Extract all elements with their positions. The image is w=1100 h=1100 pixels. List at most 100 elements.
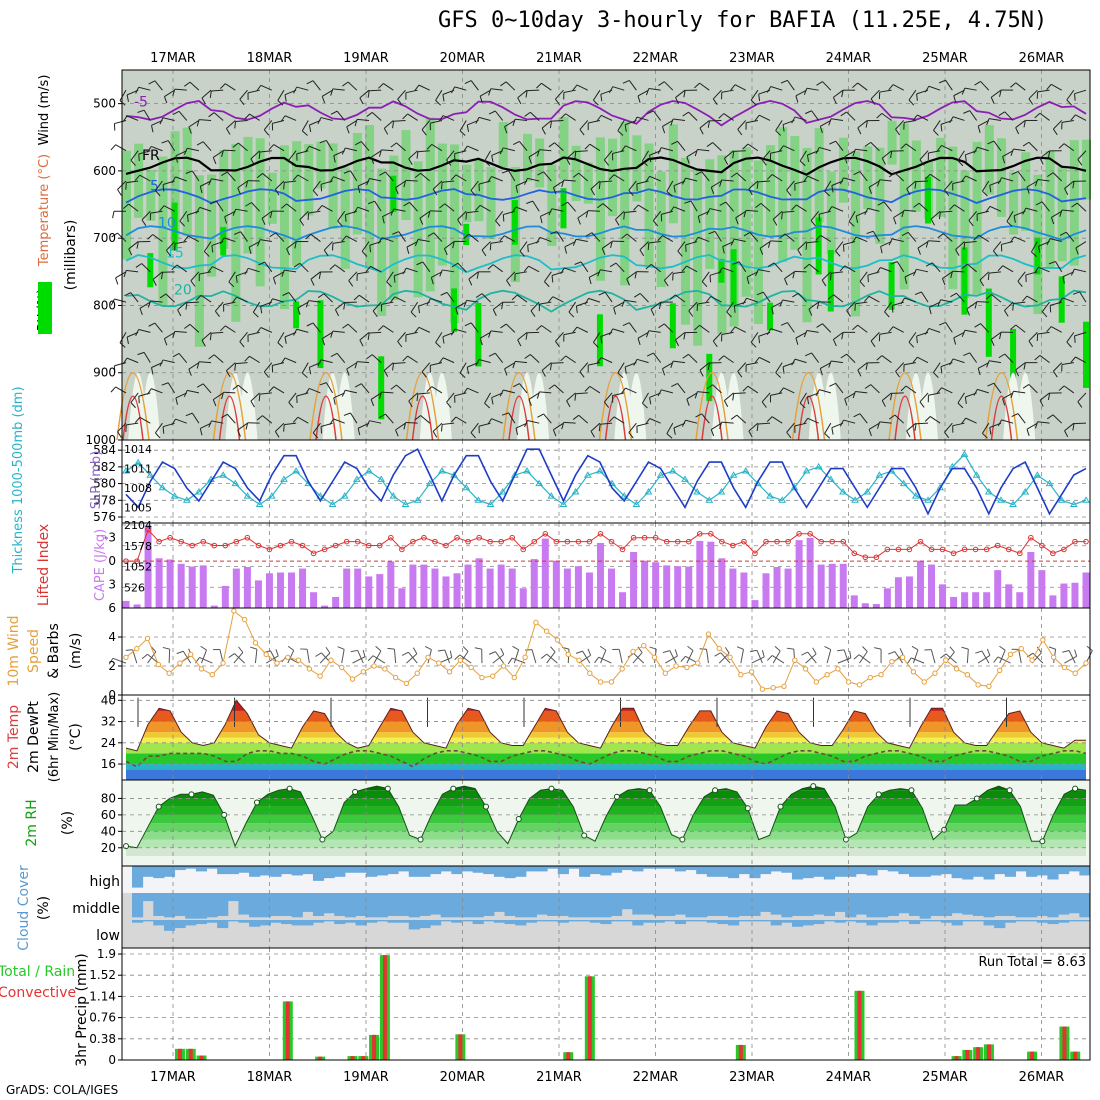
wind-barb xyxy=(1015,82,1026,91)
wind-barb xyxy=(906,422,917,432)
wind-barb xyxy=(746,362,758,366)
legend-convective: Convective xyxy=(0,985,76,1001)
wind-barb xyxy=(277,342,284,348)
wind-barb xyxy=(805,242,808,250)
wind-barb xyxy=(248,241,260,248)
wind-barb xyxy=(952,422,965,427)
wind-speed-point xyxy=(511,674,518,681)
cloud-cell xyxy=(951,920,963,926)
cape-bar xyxy=(1016,592,1024,608)
wind-barb xyxy=(890,261,898,265)
wind-barb xyxy=(269,232,276,238)
cape-bar xyxy=(1038,570,1046,608)
day-label-top: 22MAR xyxy=(633,51,679,66)
lifted-index-point xyxy=(564,538,571,545)
wind-barb xyxy=(283,424,285,432)
wind-barb xyxy=(275,232,285,242)
wind-barb xyxy=(917,356,929,364)
cloud-cell xyxy=(951,893,963,914)
lifted-index-point xyxy=(807,531,813,537)
wind-speed-point xyxy=(457,657,464,663)
wind-barb xyxy=(1013,148,1026,152)
wind-barb xyxy=(421,120,431,130)
lifted-index-point xyxy=(1005,546,1012,553)
wind-barb xyxy=(864,141,872,147)
wind-barb xyxy=(1068,650,1076,664)
cloud-cell xyxy=(674,920,687,925)
wind-barb xyxy=(308,210,321,214)
rh-point xyxy=(417,836,424,843)
wind-barb xyxy=(354,119,358,127)
y-tick-label: 16 xyxy=(101,757,116,771)
wind-barb xyxy=(642,402,648,409)
wind-barb xyxy=(626,233,637,242)
wind-barb xyxy=(593,99,599,106)
li-tick-label: 3 xyxy=(108,578,116,592)
cloud-cell xyxy=(706,920,718,923)
wind-barb xyxy=(928,392,941,396)
cloud-cell xyxy=(174,893,186,916)
wind-barb xyxy=(831,427,834,435)
wind-barb xyxy=(992,250,999,257)
wind-barb xyxy=(750,99,757,106)
wind-barb xyxy=(432,431,438,438)
rh-legend-swatch xyxy=(38,282,52,334)
wind-barb xyxy=(998,111,1006,116)
lifted-index-point xyxy=(487,538,493,545)
wind-barb xyxy=(361,251,368,257)
lifted-index-point xyxy=(994,542,1001,549)
wind-barb xyxy=(130,159,136,166)
wind-barb xyxy=(405,179,418,182)
day-label-bottom: 25MAR xyxy=(922,1070,968,1085)
cloud-cell xyxy=(547,866,559,869)
wind-barb xyxy=(625,145,637,152)
wind-barb xyxy=(487,176,492,183)
lifted-index-point xyxy=(663,538,670,545)
wind-barb xyxy=(615,219,620,226)
wind-barb xyxy=(590,422,601,432)
wind-barb xyxy=(594,656,600,664)
wind-barb xyxy=(454,654,461,660)
cape-tick-label: 1578 xyxy=(124,540,152,553)
wind-barb xyxy=(466,124,470,132)
wind-barb xyxy=(199,206,212,212)
wind-barb xyxy=(401,651,409,656)
dry-column xyxy=(1015,372,1036,440)
wind-barb xyxy=(359,97,364,105)
wind-barb xyxy=(383,362,394,371)
wind-barb xyxy=(933,362,941,373)
slp-thickness-panel: 5765785805825841005100810111014Thickness… xyxy=(11,386,1091,575)
day-label-top: 18MAR xyxy=(247,51,293,66)
thickness-line xyxy=(125,453,1087,506)
wind-barb xyxy=(977,146,989,152)
cloud-cell xyxy=(376,866,388,876)
wind-barb xyxy=(189,81,200,91)
wind-barb xyxy=(506,280,511,287)
cloud-cell xyxy=(738,866,750,875)
wind-barb xyxy=(548,384,555,390)
rh-saturated-area xyxy=(706,353,713,402)
wind-barb xyxy=(382,210,394,217)
wind-barb xyxy=(565,113,576,121)
y-tick-label: 700 xyxy=(93,231,116,245)
thickness-point xyxy=(778,496,787,503)
wind-barb xyxy=(761,150,771,161)
wind-barb xyxy=(816,323,823,328)
cloud-cell xyxy=(440,866,452,872)
cape-bar xyxy=(928,564,936,608)
wind-barb xyxy=(1064,188,1069,196)
wind-barb xyxy=(359,339,364,347)
wind-barb xyxy=(449,650,453,658)
wind-barb xyxy=(468,278,473,286)
isotherm-25-contour xyxy=(695,371,729,441)
wind-barb xyxy=(718,355,725,361)
wind-barb xyxy=(536,82,542,89)
wind-barb xyxy=(274,189,280,196)
cloud-cell xyxy=(568,866,580,869)
wind-barb xyxy=(209,200,217,205)
wind-barb xyxy=(360,383,370,394)
rh-area xyxy=(243,136,253,254)
cloud-cell xyxy=(142,866,154,877)
lifted-index-point xyxy=(774,538,780,545)
